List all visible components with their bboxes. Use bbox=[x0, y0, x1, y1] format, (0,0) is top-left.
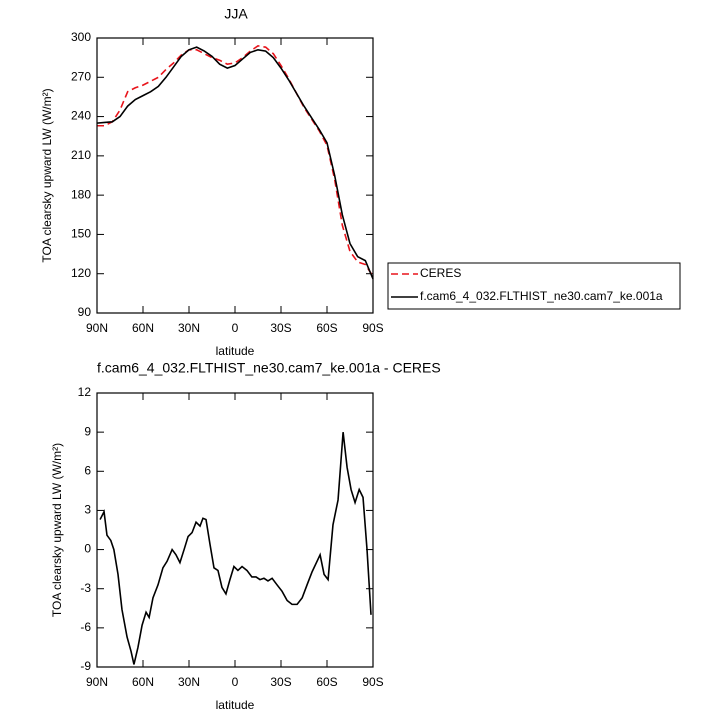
y-tick-label: 210 bbox=[71, 148, 91, 162]
y-tick-label: 0 bbox=[84, 542, 91, 556]
x-tick-label: 0 bbox=[232, 675, 239, 689]
x-tick-label: 90N bbox=[86, 675, 108, 689]
legend-box bbox=[387, 262, 681, 310]
x-tick-label: 90N bbox=[86, 321, 108, 335]
y-tick-label: -3 bbox=[80, 581, 91, 595]
x-tick-label: 60S bbox=[316, 321, 337, 335]
y-tick-label: 6 bbox=[84, 463, 91, 477]
plot-frame bbox=[96, 37, 374, 314]
x-tick-label: 60N bbox=[132, 321, 154, 335]
y-tick-label: 120 bbox=[71, 266, 91, 280]
x-axis-label: latitude bbox=[216, 698, 255, 712]
chart-title: f.cam6_4_032.FLTHIST_ne30.cam7_ke.001a -… bbox=[97, 360, 441, 376]
data-line bbox=[97, 45, 374, 277]
y-tick-label: 9 bbox=[84, 424, 91, 438]
x-tick-label: 30S bbox=[270, 675, 291, 689]
x-tick-label: 60N bbox=[132, 675, 154, 689]
x-tick-label: 30N bbox=[178, 321, 200, 335]
y-tick-label: 300 bbox=[71, 30, 91, 44]
x-tick-label: 90S bbox=[362, 675, 383, 689]
x-tick-label: 90S bbox=[362, 321, 383, 335]
chart-title: JJA bbox=[224, 6, 248, 22]
y-tick-label: 270 bbox=[71, 69, 91, 83]
y-tick-label: -9 bbox=[80, 659, 91, 673]
x-tick-label: 30N bbox=[178, 675, 200, 689]
y-tick-label: -6 bbox=[80, 620, 91, 634]
plot-frame bbox=[96, 392, 374, 668]
x-tick-label: 30S bbox=[270, 321, 291, 335]
legend-label: CERES bbox=[420, 266, 461, 280]
data-line bbox=[99, 432, 372, 665]
y-tick-label: 90 bbox=[78, 305, 92, 319]
x-axis-label: latitude bbox=[216, 344, 255, 358]
y-tick-label: 3 bbox=[84, 503, 91, 517]
legend-label: f.cam6_4_032.FLTHIST_ne30.cam7_ke.001a bbox=[420, 289, 663, 303]
y-tick-label: 240 bbox=[71, 109, 91, 123]
x-tick-label: 0 bbox=[232, 321, 239, 335]
y-tick-label: 180 bbox=[71, 187, 91, 201]
x-tick-label: 60S bbox=[316, 675, 337, 689]
y-tick-label: 12 bbox=[78, 385, 92, 399]
y-axis-label: TOA clearsky upward LW (W/m²) bbox=[40, 88, 54, 262]
data-line bbox=[96, 46, 374, 280]
y-tick-label: 150 bbox=[71, 227, 91, 241]
y-axis-label: TOA clearsky upward LW (W/m²) bbox=[50, 443, 64, 617]
